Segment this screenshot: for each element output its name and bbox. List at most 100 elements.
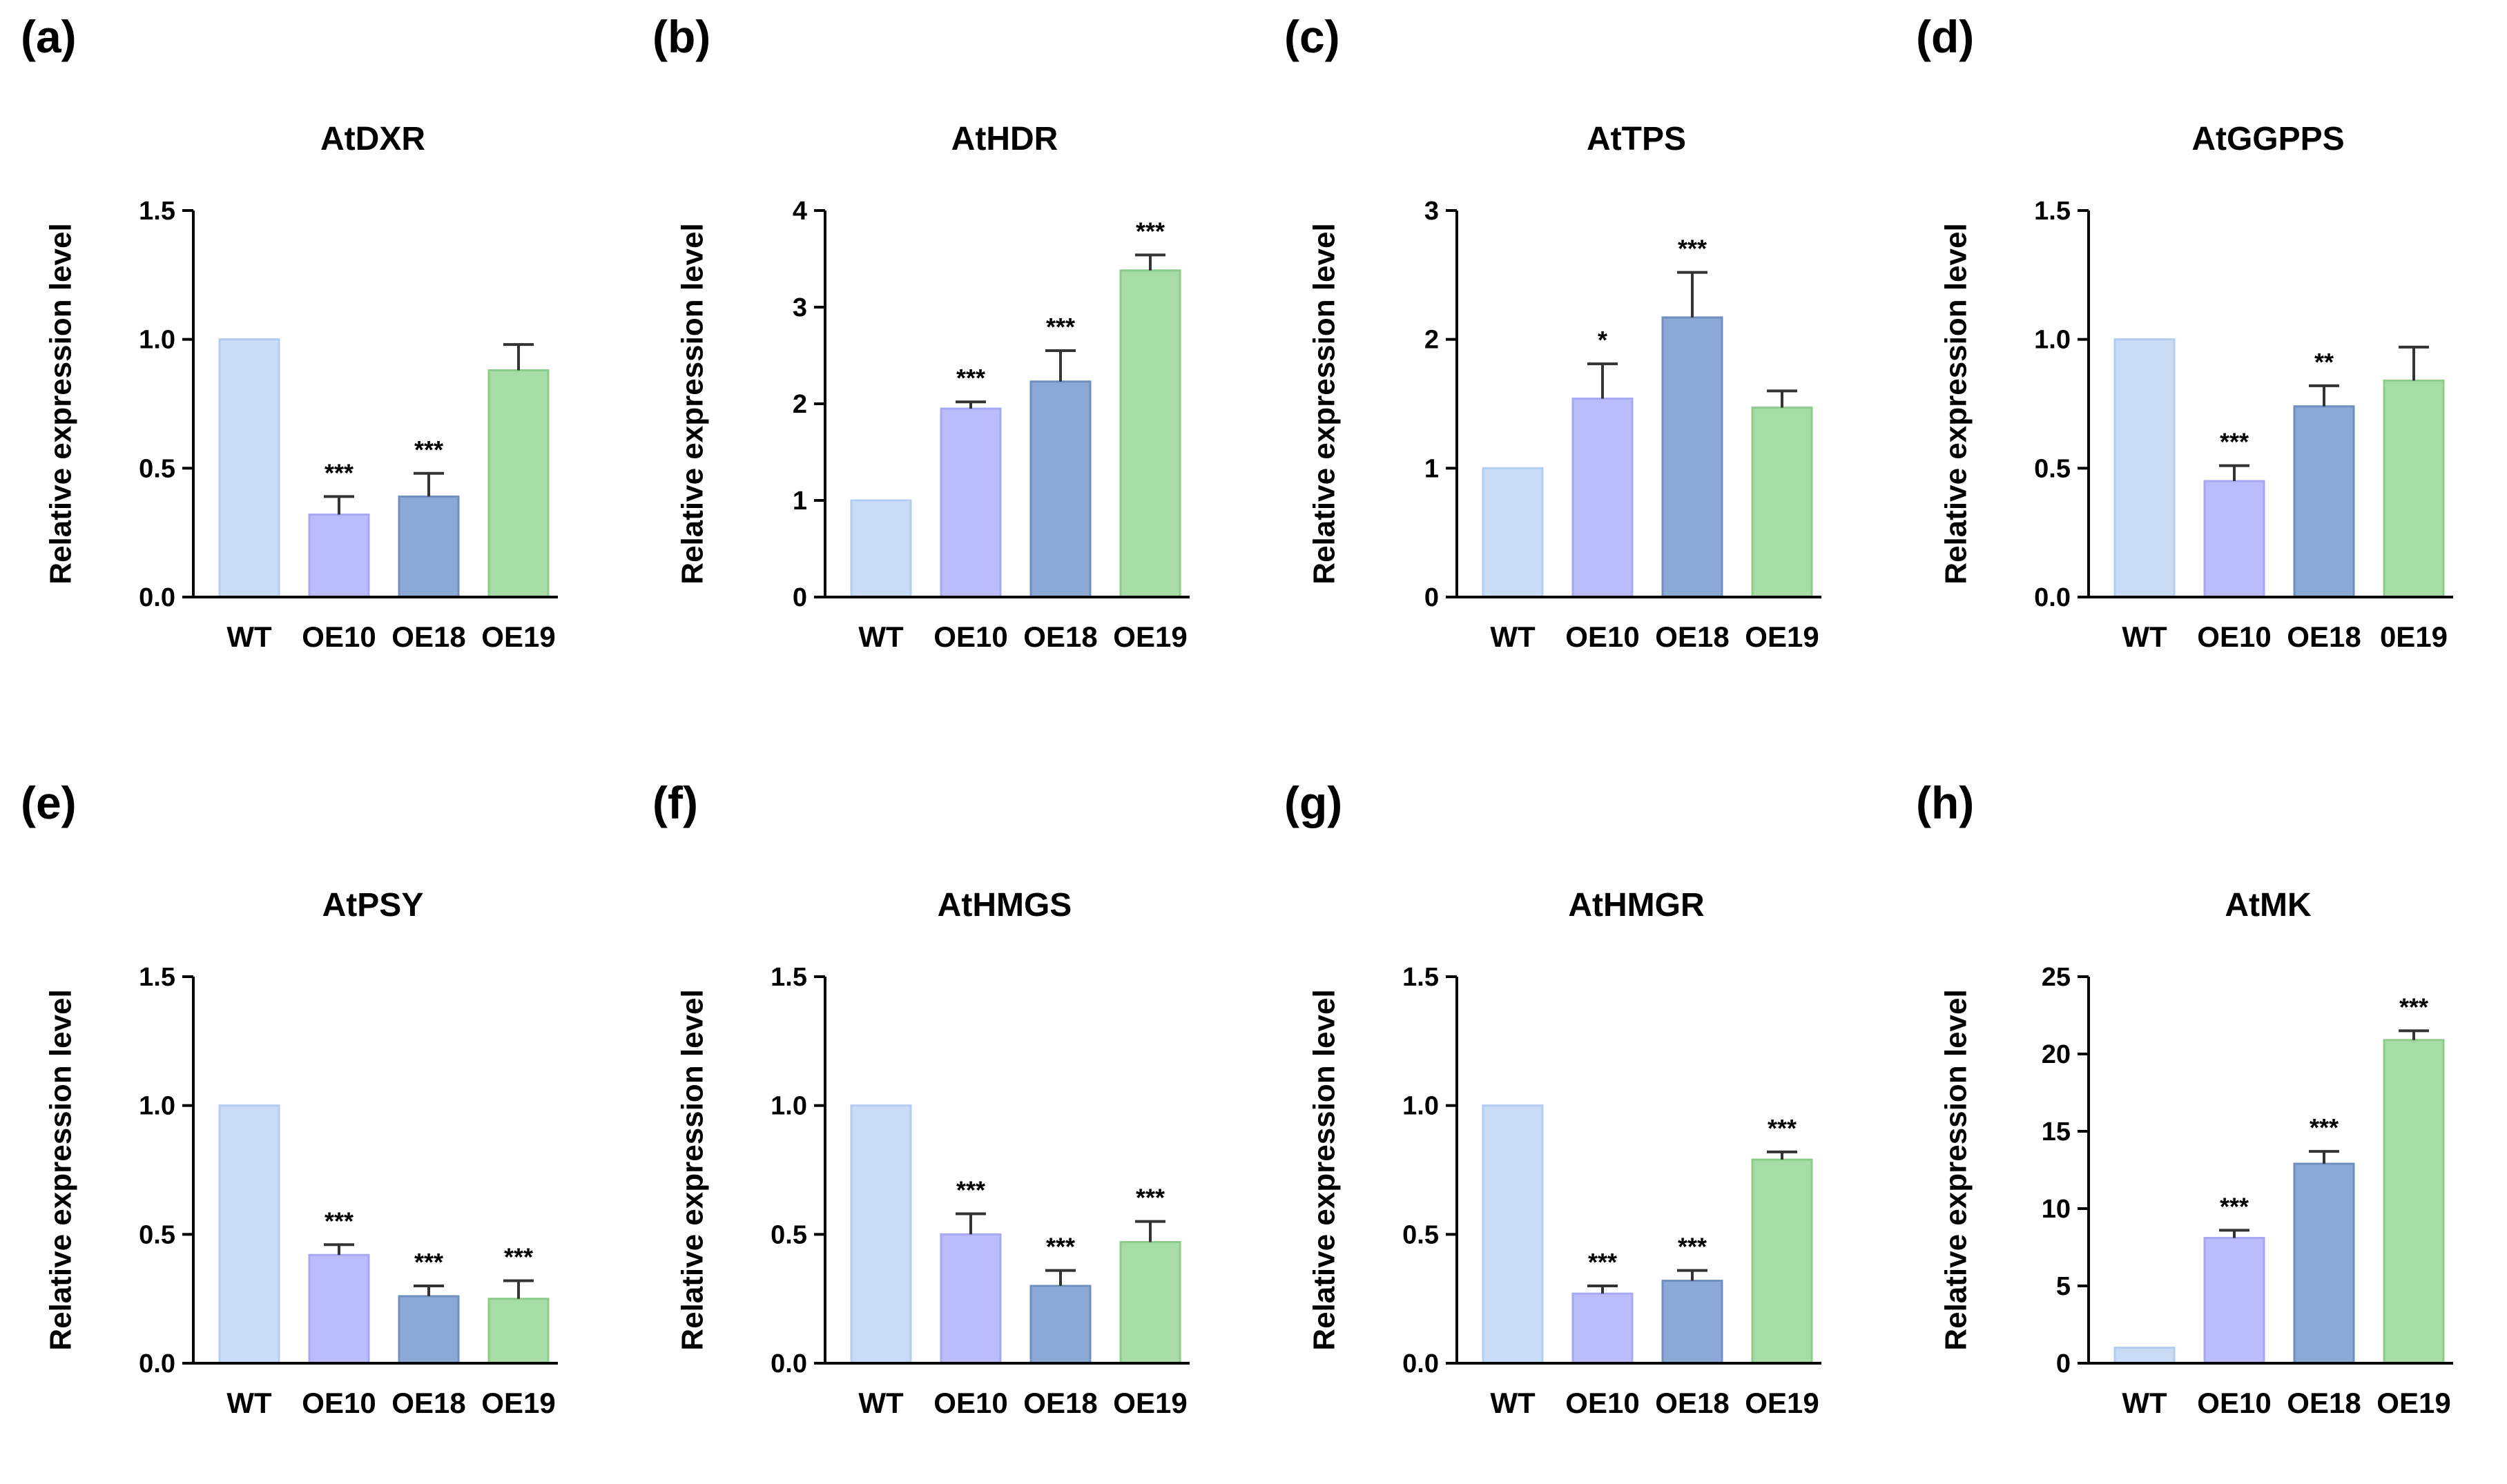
panel-letter: (f) [652,777,698,828]
bar-oe18 [1661,1280,1723,1365]
y-tick-label: 3 [1424,197,1439,226]
chart-title: AtGGPPS [2191,121,2345,157]
y-tick-label: 25 [2042,963,2071,992]
bar-oe10 [1571,398,1634,598]
category-label: OE18 [391,621,465,653]
significance-label: *** [2310,1113,2339,1142]
y-tick-label: 1.5 [771,963,807,992]
category-label: OE19 [481,1387,555,1419]
category-label: OE18 [1655,1387,1729,1419]
panel-letter: (g) [1284,777,1343,828]
significance-label: *** [1588,1248,1617,1276]
bar-wt [1482,467,1544,598]
bar-oe19 [1119,1241,1181,1365]
category-label: OE19 [1113,1387,1187,1419]
panel-letter: (e) [21,777,77,828]
category-label: OE10 [1565,621,1639,653]
category-label: WT [858,621,904,653]
bar-wt [850,1104,912,1365]
significance-label: *** [1136,1184,1165,1212]
chart-title: AtMK [2225,887,2312,924]
bar-wt [850,499,912,598]
significance-label: *** [414,436,443,464]
bar-oe10 [308,1253,370,1365]
y-tick-label: 1.5 [1402,963,1439,992]
bar-oe18 [1029,1285,1092,1365]
chart-panel: (d) AtGGPPS Relative expression level WT ***… [1895,0,2507,718]
y-tick-label: 0.0 [139,583,175,612]
panel-letter: (h) [1916,777,1975,828]
bar-oe19 [1751,1158,1813,1365]
category-label: OE10 [933,1387,1007,1419]
bar-oe18 [398,495,460,598]
significance-label: *** [2220,428,2249,456]
y-tick-label: 0 [2056,1349,2071,1378]
chart-title: AtPSY [322,887,424,924]
y-tick-label: 2 [793,390,807,419]
category-label: WT [226,1387,272,1419]
significance-label: *** [1768,1114,1797,1142]
category-label: OE19 [1113,621,1187,653]
chart-panel: (c) AtTPS Relative expression level WT * OE10… [1264,0,1885,718]
y-tick-label: 1.0 [2034,326,2071,355]
category-label: OE18 [1023,1387,1097,1419]
y-tick-label: 1.0 [139,1092,175,1121]
chart-title: AtDXR [320,121,425,157]
bar-oe19 [2383,379,2445,598]
y-tick-label: 1.0 [1402,1092,1439,1121]
significance-label: *** [1678,1233,1707,1261]
bar-oe10 [1571,1292,1634,1365]
bar-oe10 [308,514,370,598]
panel-letter: (d) [1916,11,1975,62]
y-tick-label: 0 [793,583,807,612]
chart-title: AtHDR [951,121,1058,157]
chart-svg: WT *** OE10 *** OE18 *** OE19 0 5 10 15 20 25 [2042,963,2453,1419]
bar-oe18 [398,1295,460,1365]
significance-label: *** [325,458,354,487]
bar-wt [218,338,280,598]
y-tick-label: 10 [2042,1195,2071,1224]
bar-oe18 [2293,405,2355,598]
chart-panel: (f) AtHMGS Relative expression level WT *** O… [632,766,1253,1484]
category-label: OE10 [1565,1387,1639,1419]
y-tick-label: 2 [1424,326,1439,355]
chart-panel: (b) AtHDR Relative expression level WT *** OE… [632,0,1253,718]
category-label: OE18 [1023,621,1097,653]
chart-svg: WT *** OE10 ** OE18 0E19 0.0 0.5 1.0 1.5 [2034,197,2453,653]
bar-oe19 [1751,407,1813,598]
bar-oe19 [2383,1039,2445,1365]
category-label: OE18 [2287,1387,2361,1419]
y-tick-label: 1.0 [139,326,175,355]
y-tick-label: 0.5 [139,454,175,483]
chart-panel: (g) AtHMGR Relative expression level WT *** O… [1264,766,1885,1484]
category-label: WT [2122,1387,2167,1419]
chart-panel: (e) AtPSY Relative expression level WT *** OE… [0,766,621,1484]
figure: (a) AtDXR Relative expression level WT *** OE… [21,0,2507,1419]
panel-letter: (a) [21,11,77,62]
chart-svg: WT *** OE10 *** OE18 OE19 0.0 0.5 1.0 1.5 [139,197,558,653]
chart-title: AtTPS [1587,121,1686,157]
bar-oe19 [487,369,550,598]
significance-label: * [1598,326,1607,354]
chart-svg: WT *** OE10 *** OE18 *** OE19 0.0 0.5 1.0 1.5 [139,963,558,1419]
chart-title: AtHMGS [937,887,1072,924]
category-label: OE19 [2377,1387,2450,1419]
significance-label: *** [956,364,985,392]
category-label: OE19 [1745,1387,1819,1419]
y-tick-label: 15 [2042,1117,2071,1146]
category-label: WT [1490,621,1536,653]
panel-letter: (c) [1284,11,1340,62]
bar-wt [2113,338,2176,598]
y-tick-label: 5 [2056,1272,2071,1301]
y-tick-label: 0.0 [139,1349,175,1378]
significance-label: *** [2220,1192,2249,1220]
y-tick-label: 3 [793,293,807,322]
significance-label: *** [1046,1233,1075,1261]
y-tick-label: 0.0 [1402,1349,1439,1378]
bar-wt [218,1104,280,1365]
category-label: OE10 [933,621,1007,653]
y-tick-label: 1.5 [139,963,175,992]
bar-oe19 [1119,269,1181,598]
y-tick-label: 1.0 [771,1092,807,1121]
panel-letter: (b) [652,11,711,62]
